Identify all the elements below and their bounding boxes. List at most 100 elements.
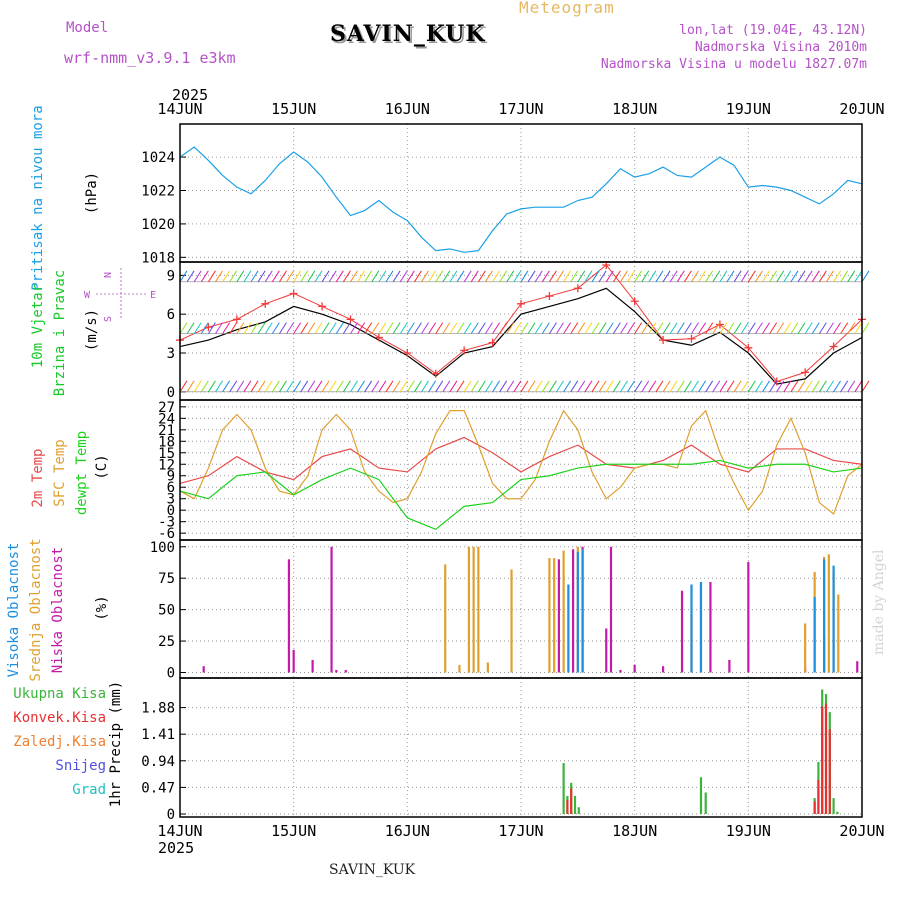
wind-barb xyxy=(485,380,493,393)
wind-barb xyxy=(229,322,238,334)
cloud-bar-niska-oblacnost xyxy=(728,659,731,673)
wind-barb xyxy=(641,270,650,283)
wind-compass-n: N xyxy=(103,272,114,278)
wind-barb xyxy=(470,322,479,334)
wind-barb xyxy=(506,322,515,334)
wind-barb xyxy=(776,270,785,283)
wind-barb xyxy=(406,380,415,393)
wind-barb xyxy=(847,322,856,334)
wind-barb xyxy=(769,322,778,334)
wind-barb xyxy=(350,322,358,334)
wind-barb xyxy=(783,270,792,283)
wind-barb xyxy=(222,380,231,393)
wind-barb xyxy=(726,322,735,334)
wind-barb xyxy=(385,322,394,334)
cloud-bar-srednja-oblacnost xyxy=(827,554,830,673)
cloud-ytick-label: 25 xyxy=(158,634,175,650)
wind-barb xyxy=(570,322,579,334)
wind-barb xyxy=(612,380,621,393)
wind-barb xyxy=(620,270,628,283)
wind-barb xyxy=(691,380,699,393)
wind-barb xyxy=(747,322,756,334)
wind-barb xyxy=(584,270,593,283)
wind-barb xyxy=(669,380,678,393)
precip-bar-ukupna-kisa xyxy=(832,798,835,814)
wind-barb xyxy=(804,322,813,334)
wind-barb xyxy=(676,380,685,393)
cloud-bar-niska-oblacnost xyxy=(287,559,291,673)
wind-barb xyxy=(350,270,358,283)
wind-barb xyxy=(499,380,508,393)
wind-barb xyxy=(222,322,231,334)
wind-barb xyxy=(456,322,465,334)
wind-barb xyxy=(840,380,849,393)
wind-barb xyxy=(683,270,692,283)
cloud-bar-srednja-oblacnost xyxy=(486,662,489,673)
wind-barb xyxy=(804,270,813,283)
wind-barb xyxy=(293,380,302,393)
temperature-line-2m-temp xyxy=(179,436,863,484)
time-label-bottom-3: 17JUN xyxy=(498,822,543,840)
wind-barb xyxy=(300,270,309,283)
time-label-bottom-1: 15JUN xyxy=(271,822,316,840)
temperature-ytick-label: -6 xyxy=(158,526,175,542)
wind-barb xyxy=(740,270,749,283)
cloud-bar-visoka-oblacnost xyxy=(832,565,835,673)
wind-barb xyxy=(541,270,550,283)
precip-bar-ukupna-kisa xyxy=(573,795,577,814)
wind-barb xyxy=(513,270,522,283)
wind-barb xyxy=(762,380,770,393)
wind-barb xyxy=(705,380,714,393)
precip-legend-2: Zaledj.Kisa xyxy=(13,734,106,750)
temperature-ytick-label: 27 xyxy=(158,400,175,416)
wind-barb xyxy=(662,380,671,393)
wind-barb xyxy=(442,270,451,283)
wind-barb xyxy=(591,322,600,334)
wind-ylabel-1: 10m Vjetar xyxy=(30,284,46,368)
wind-barb xyxy=(279,380,287,393)
time-label-top-4: 18JUN xyxy=(612,100,657,118)
pressure-ytick-label: 1020 xyxy=(141,217,175,233)
wind-barb xyxy=(364,322,373,334)
precip-bar-ukupna-kisa xyxy=(699,777,703,814)
wind-barb xyxy=(364,270,373,283)
temperature-ytick-label: 6 xyxy=(167,480,175,496)
wind-barb xyxy=(627,322,635,334)
wind-barb xyxy=(421,322,429,334)
wind-barb xyxy=(442,380,451,393)
wind-barb xyxy=(726,380,735,393)
wind-barb xyxy=(655,270,664,283)
wind-barb xyxy=(854,270,863,283)
temperature-ytick-label: -3 xyxy=(158,515,175,531)
wind-barb xyxy=(861,322,870,334)
wind-barb xyxy=(378,380,387,393)
precip-bar-konvek-kisa xyxy=(824,703,828,814)
wind-barb xyxy=(563,322,572,334)
wind-barb xyxy=(769,380,778,393)
wind-barb xyxy=(207,270,216,283)
wind-barb xyxy=(435,322,444,334)
wind-barb xyxy=(357,270,366,283)
wind-barb xyxy=(271,380,280,393)
wind-barb xyxy=(826,380,834,393)
temperature-ytick-label: 21 xyxy=(158,423,175,439)
precip-bar-konvek-kisa xyxy=(821,706,824,814)
wind-barb xyxy=(350,380,358,393)
wind-barb xyxy=(321,270,330,283)
wind-barb xyxy=(342,322,351,334)
wind-barb xyxy=(818,322,827,334)
cloud-bar-niska-oblacnost xyxy=(311,659,314,673)
wind-barb xyxy=(840,270,849,283)
wind-barb xyxy=(314,270,323,283)
cloud-bar-niska-oblacnost xyxy=(344,669,347,673)
wind-barb xyxy=(357,380,366,393)
wind-barb xyxy=(271,322,280,334)
wind-compass-rose xyxy=(96,268,146,320)
wind-barb xyxy=(342,380,351,393)
cloud-bar-niska-oblacnost xyxy=(856,661,859,673)
time-label-top-3: 17JUN xyxy=(498,100,543,118)
wind-barb xyxy=(634,380,643,393)
wind-barb xyxy=(548,270,557,283)
pressure-ylabel: Pritisak na nivou mora xyxy=(30,105,46,290)
wind-barb xyxy=(435,270,444,283)
